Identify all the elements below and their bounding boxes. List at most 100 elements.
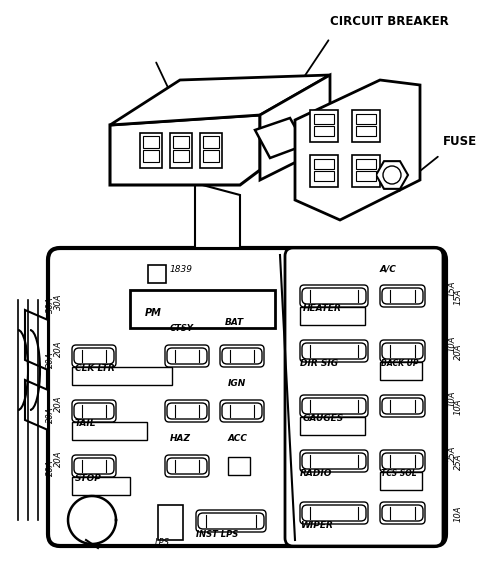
FancyBboxPatch shape — [74, 348, 114, 364]
Text: LPS: LPS — [155, 538, 170, 547]
Bar — [356, 126, 376, 136]
Text: 10A: 10A — [454, 399, 462, 415]
Text: 15A: 15A — [448, 280, 456, 297]
FancyBboxPatch shape — [300, 502, 368, 524]
Text: PM: PM — [145, 308, 162, 318]
FancyBboxPatch shape — [222, 348, 262, 364]
FancyBboxPatch shape — [167, 348, 207, 364]
Bar — [173, 150, 189, 162]
Bar — [356, 171, 376, 181]
FancyBboxPatch shape — [300, 395, 368, 417]
Text: RADIO: RADIO — [300, 469, 332, 478]
FancyBboxPatch shape — [380, 395, 425, 417]
Text: 20A: 20A — [54, 450, 62, 467]
FancyBboxPatch shape — [74, 403, 114, 419]
FancyBboxPatch shape — [167, 403, 207, 419]
Bar — [300, 307, 365, 325]
Bar — [314, 126, 334, 136]
Bar — [72, 477, 130, 495]
FancyBboxPatch shape — [220, 345, 264, 367]
Text: TAIL: TAIL — [75, 419, 96, 428]
Text: BACK UP: BACK UP — [381, 359, 418, 368]
Bar — [314, 114, 334, 124]
Bar — [380, 472, 422, 490]
Text: TCS SOL: TCS SOL — [381, 469, 416, 478]
FancyBboxPatch shape — [198, 513, 264, 529]
FancyBboxPatch shape — [382, 398, 423, 414]
Bar — [143, 136, 159, 148]
Text: 30A: 30A — [46, 297, 54, 313]
Text: CIRCUIT BREAKER: CIRCUIT BREAKER — [330, 15, 449, 28]
FancyBboxPatch shape — [302, 398, 366, 414]
Text: 25A: 25A — [448, 446, 456, 462]
FancyBboxPatch shape — [285, 248, 443, 546]
Polygon shape — [260, 75, 330, 180]
Text: 10A: 10A — [454, 506, 462, 522]
Text: 20A: 20A — [54, 396, 62, 412]
Text: 20A: 20A — [46, 460, 54, 476]
Text: FUSE: FUSE — [443, 135, 477, 148]
Text: IGN: IGN — [228, 379, 246, 388]
Bar — [158, 505, 183, 540]
Text: CLK LTR: CLK LTR — [75, 364, 115, 373]
FancyBboxPatch shape — [48, 248, 446, 546]
Polygon shape — [25, 380, 48, 430]
FancyBboxPatch shape — [72, 345, 116, 367]
Text: 10A: 10A — [448, 390, 456, 407]
Text: WIPER: WIPER — [300, 521, 333, 530]
FancyBboxPatch shape — [300, 340, 368, 362]
Text: HAZ: HAZ — [170, 434, 191, 443]
FancyBboxPatch shape — [382, 288, 423, 304]
Bar — [352, 155, 380, 187]
Text: 20A: 20A — [46, 407, 54, 423]
Bar — [148, 265, 166, 283]
FancyBboxPatch shape — [380, 502, 425, 524]
FancyBboxPatch shape — [300, 450, 368, 472]
FancyBboxPatch shape — [220, 400, 264, 422]
Bar — [356, 114, 376, 124]
FancyBboxPatch shape — [382, 505, 423, 521]
Text: STOP: STOP — [75, 474, 102, 483]
FancyBboxPatch shape — [196, 510, 266, 532]
Bar — [300, 417, 365, 435]
Bar — [170, 133, 192, 168]
FancyBboxPatch shape — [165, 345, 209, 367]
FancyBboxPatch shape — [302, 453, 366, 469]
FancyBboxPatch shape — [302, 343, 366, 359]
FancyBboxPatch shape — [382, 453, 423, 469]
Text: DIR SIG: DIR SIG — [300, 359, 338, 368]
Polygon shape — [376, 161, 408, 189]
Text: GAUGES: GAUGES — [303, 414, 344, 423]
Text: 30A: 30A — [54, 293, 62, 310]
Bar — [143, 150, 159, 162]
Bar — [203, 136, 219, 148]
Bar — [200, 133, 222, 168]
Text: 20A: 20A — [454, 344, 462, 360]
Bar — [314, 171, 334, 181]
Text: 20A: 20A — [46, 352, 54, 368]
Polygon shape — [255, 118, 305, 158]
FancyBboxPatch shape — [380, 340, 425, 362]
FancyBboxPatch shape — [72, 455, 116, 477]
Bar — [203, 150, 219, 162]
Polygon shape — [25, 310, 48, 370]
Polygon shape — [295, 80, 420, 220]
FancyBboxPatch shape — [222, 403, 262, 419]
Text: A/C: A/C — [380, 264, 397, 273]
Text: 15A: 15A — [454, 289, 462, 305]
FancyBboxPatch shape — [165, 455, 209, 477]
FancyBboxPatch shape — [167, 458, 207, 474]
Bar — [310, 155, 338, 187]
FancyBboxPatch shape — [165, 400, 209, 422]
FancyBboxPatch shape — [382, 343, 423, 359]
FancyBboxPatch shape — [380, 285, 425, 307]
Text: INST LPS: INST LPS — [196, 530, 238, 539]
Text: 20A: 20A — [54, 340, 62, 357]
Bar — [352, 110, 380, 142]
Bar — [173, 136, 189, 148]
Polygon shape — [110, 115, 260, 185]
Bar — [72, 367, 172, 385]
FancyBboxPatch shape — [72, 400, 116, 422]
Bar — [72, 422, 147, 440]
Bar — [314, 159, 334, 169]
